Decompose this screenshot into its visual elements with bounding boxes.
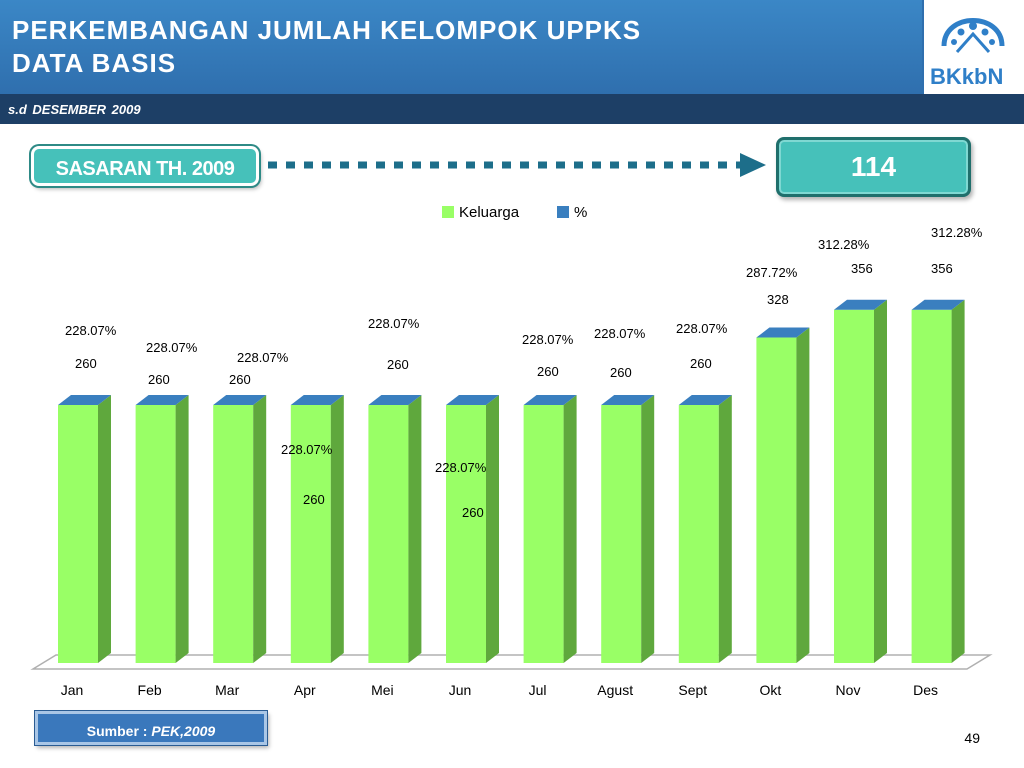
bar-side-jul [563,395,577,663]
page-number: 49 [964,730,980,746]
bar-side-nov [874,299,887,663]
bar-side-jun [486,395,499,663]
percent-label: 228.07% [281,442,333,457]
value-label: 356 [851,261,873,276]
dashed-arrow [268,153,766,177]
percent-label: 312.28% [818,237,870,252]
percent-label: 228.07% [435,460,487,475]
percent-label: 228.07% [522,332,574,347]
percent-label: 312.28% [931,225,983,240]
page-subtitle: s.d DESEMBER 2009 [8,102,141,117]
bar-sept [678,405,719,663]
bar-cap-mar [213,395,267,405]
bar-side-mar [253,395,267,663]
x-tick-label: Mar [215,682,239,698]
percent-label: 228.07% [146,340,198,355]
bkkbn-logo: BKkbN [922,0,1024,94]
bar-feb [135,405,176,663]
source-value: PEK,2009 [151,723,216,739]
source-label: Sumber : [86,723,148,739]
x-tick-label: Mei [371,682,394,698]
header-bar: PERKEMBANGAN JUMLAH KELOMPOK UPPKS DATA … [0,0,922,94]
bar-nov [834,309,874,663]
bar-cap-jan [58,395,111,405]
value-label: 260 [610,365,632,380]
bar-cap-mei [368,395,422,405]
value-label: 260 [387,357,409,372]
target-label: SASARAN TH. 2009 [31,146,259,186]
bkkbn-logo-icon: BKkbN [930,18,1005,89]
chart-bars [58,299,965,663]
x-tick-label: Jun [449,682,472,698]
bar-cap-okt [756,327,810,338]
x-tick-label: Apr [294,682,316,698]
bar-cap-des [911,299,965,310]
bar-cap-jun [446,395,499,405]
bar-cap-feb [135,395,189,405]
value-label: 356 [931,261,953,276]
bar-side-sept [718,395,732,663]
bar-side-jan [98,395,111,663]
legend-swatch-keluarga [442,206,454,218]
x-tick-label: Nov [836,682,861,698]
bar-jul [523,405,564,663]
value-label: 260 [148,372,170,387]
bar-jun [446,405,486,663]
bar-side-feb [175,395,189,663]
bar-chart: Keluarga% 228.07% 260 228.07% 260 228.07% 260… [30,204,993,698]
bar-jan [58,405,98,663]
bar-mar [213,405,254,663]
legend-swatch-percent [557,206,569,218]
value-label: 260 [690,356,712,371]
bar-apr [290,405,331,663]
bar-side-des [951,299,965,663]
value-label: 260 [462,505,484,520]
chart-legend: Keluarga% [442,204,587,221]
value-label: 260 [75,356,97,371]
percent-label: 228.07% [368,316,420,331]
value-label: 260 [229,372,251,387]
bar-cap-apr [290,395,344,405]
percent-label: 228.07% [237,350,289,365]
x-tick-label: Sept [678,682,707,698]
percent-label: 228.07% [676,321,728,336]
chart-labels: 228.07% 260 228.07% 260 228.07% 260 228.07% 260… [65,225,983,520]
bar-side-agust [641,395,655,663]
bar-side-mei [408,395,422,663]
percent-label: 228.07% [65,323,117,338]
bar-mei [368,405,409,663]
value-label: 260 [303,492,325,507]
x-tick-label: Jan [61,682,84,698]
value-label: 260 [537,364,559,379]
subtitle-bar: s.d DESEMBER 2009 [0,94,1024,124]
percent-label: 287.72% [746,265,798,280]
bar-side-okt [796,327,810,663]
bar-side-apr [330,395,344,663]
x-tick-label: Jul [529,682,547,698]
x-tick-label: Des [913,682,938,698]
x-tick-label: Feb [138,682,162,698]
chart-floor-plane [30,654,993,670]
legend-label-keluarga: Keluarga [459,204,520,221]
chart-floor [30,654,993,670]
x-axis-ticks: Jan Feb Mar Apr Mei Jun Jul Agust Sept Okt Nov Des [61,682,938,698]
legend-label-percent: % [574,204,587,221]
x-tick-label: Okt [760,682,782,698]
bar-cap-agust [601,395,655,405]
target-value: 114 [776,137,971,197]
x-tick-label: Agust [597,682,633,698]
value-label: 328 [767,292,789,307]
bar-cap-nov [834,299,887,310]
source-box: Sumber : PEK,2009 [35,711,267,745]
bar-des [911,309,952,663]
bar-cap-sept [678,395,732,405]
bar-cap-jul [523,395,577,405]
logo-text: BKkbN [930,64,1003,89]
percent-label: 228.07% [594,326,646,341]
bar-agust [601,405,642,663]
bar-okt [756,337,797,663]
page-title: PERKEMBANGAN JUMLAH KELOMPOK UPPKS DATA … [12,15,642,78]
